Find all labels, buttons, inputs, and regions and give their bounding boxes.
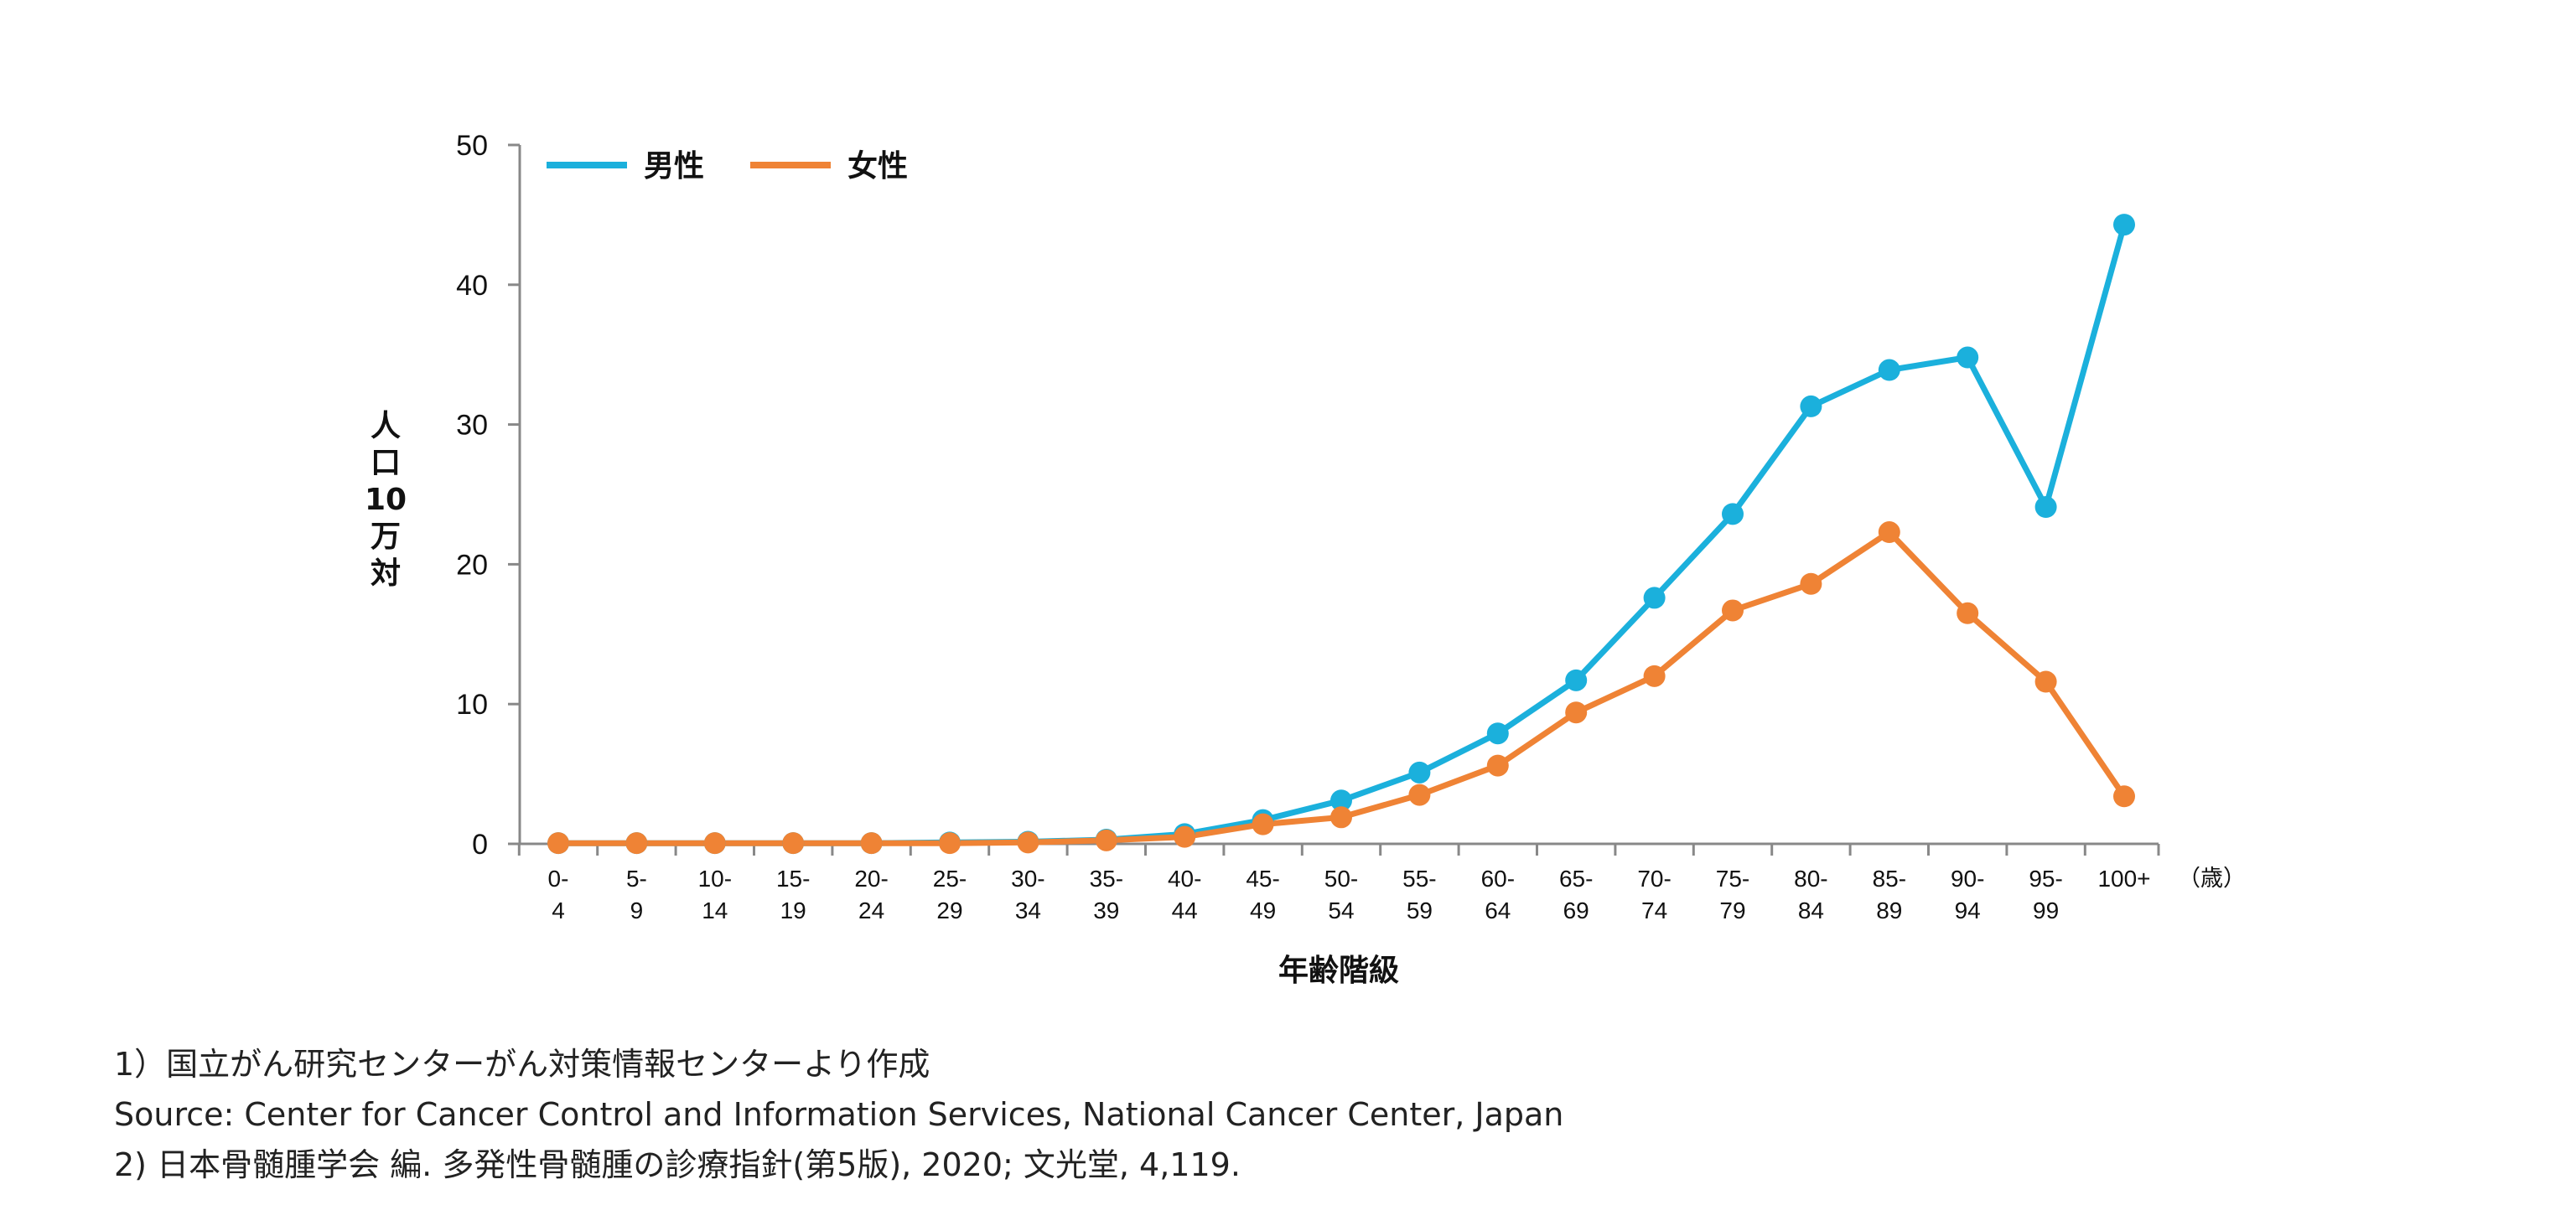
y-axis-title: 人口 10 万対 [365,409,407,591]
data-point-1-8 [1174,825,1196,848]
y-tick-label: 30 [456,410,488,442]
data-point-1-5 [939,832,961,855]
x-tick-label: 20-24 [854,866,888,923]
data-point-1-19 [2034,670,2057,693]
data-point-0-20 [2113,214,2135,236]
legend-label-female: 女性 [847,149,908,184]
series-layer [547,214,2135,855]
x-tick-label: 10-14 [698,866,732,923]
legend-label-male: 男性 [644,149,704,184]
x-tick-label: 65-69 [1559,866,1593,923]
data-point-1-1 [625,832,648,855]
x-tick-label: 30-34 [1011,866,1044,923]
data-point-0-10 [1330,789,1352,812]
data-point-0-16 [1800,395,1822,417]
y-tick-label: 10 [456,689,488,721]
data-point-1-16 [1800,572,1822,595]
data-point-0-19 [2034,496,2057,519]
data-point-0-13 [1565,669,1588,691]
data-point-0-17 [1878,359,1900,381]
data-point-1-12 [1486,754,1509,777]
x-tick-label: 85-89 [1873,866,1906,923]
data-point-1-11 [1408,784,1431,806]
data-point-0-11 [1408,761,1431,784]
x-axis-title: 年齢階級 [1278,954,1399,988]
x-tick-label: 50-54 [1324,866,1358,923]
data-point-1-13 [1565,701,1588,724]
data-point-1-9 [1252,813,1274,835]
x-tick-label: 35-39 [1090,866,1123,923]
x-axis-unit: （歳） [2178,866,2246,892]
x-tick-label: 80-84 [1794,866,1827,923]
x-tick-label: 90-94 [1951,866,1984,923]
data-point-1-6 [1017,831,1039,854]
x-tick-label: 45-49 [1246,866,1279,923]
y-axis-ticks: 0 10 20 30 40 50 [456,130,520,861]
y-tick-label: 40 [456,270,488,302]
x-tick-label: 70-74 [1637,866,1671,923]
x-tick-label: 55-59 [1402,866,1436,923]
x-tick-label: 100+ [2097,866,2150,892]
data-point-1-0 [547,832,569,855]
data-point-1-17 [1878,521,1900,544]
y-tick-label: 20 [456,549,488,581]
footnote-2: 2) 日本骨髄腫学会 編. 多発性骨髄腫の診療指針(第5版), 2020; 文光… [114,1146,1241,1183]
line-chart: 0 10 20 30 40 50 0-4 5-9 10-14 15-19 20-24 25-29 30… [365,130,2246,988]
data-point-1-18 [1957,602,1979,624]
data-point-1-2 [703,832,726,855]
x-tick-label: 25-29 [933,866,967,923]
y-tick-label: 50 [456,130,488,162]
x-tick-label: 60-64 [1481,866,1515,923]
data-point-1-4 [860,832,883,855]
x-tick-label: 95-99 [2029,866,2062,923]
x-tick-label: 75-79 [1716,866,1749,923]
footnote-source: Source: Center for Cancer Control and In… [114,1096,1564,1133]
y-tick-label: 0 [472,829,488,861]
data-point-1-3 [782,832,805,855]
data-point-0-18 [1957,346,1979,369]
data-point-1-14 [1643,665,1666,687]
data-point-0-15 [1722,503,1744,525]
x-tick-label: 15-19 [776,866,810,923]
legend: 男性 女性 [547,149,908,184]
x-tick-label: 40-44 [1168,866,1201,923]
data-point-0-14 [1643,587,1666,609]
footnote-1: 1）国立がん研究センターがん対策情報センターより作成 [114,1046,930,1083]
data-point-0-12 [1486,722,1509,745]
x-tick-label: 0-4 [548,866,569,923]
data-point-1-20 [2113,785,2135,808]
data-point-1-10 [1330,806,1352,829]
footnotes: 1）国立がん研究センターがん対策情報センターより作成 Source: Cente… [114,1039,1563,1190]
x-tick-label: 5-9 [626,866,647,923]
x-axis-ticks: 0-4 5-9 10-14 15-19 20-24 25-29 30-34 35-39 40-4… [517,844,2160,923]
data-point-1-15 [1722,599,1744,622]
data-point-1-7 [1095,829,1117,851]
